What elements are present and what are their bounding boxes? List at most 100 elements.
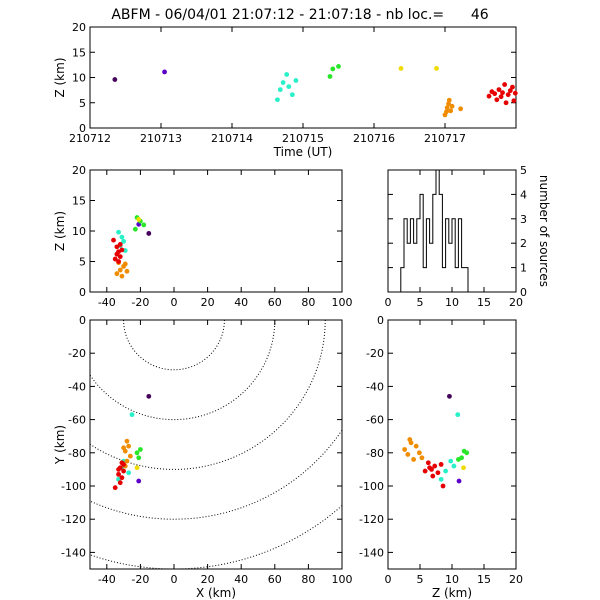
source-point-red xyxy=(116,259,121,264)
source-point-red xyxy=(492,91,498,97)
source-point-green xyxy=(336,63,341,69)
source-point-cyan xyxy=(448,458,454,464)
y-tick-label: 10 xyxy=(72,72,86,85)
source-point-violet xyxy=(162,69,167,75)
source-point-yellow xyxy=(398,66,404,71)
source-point-red xyxy=(111,237,116,243)
source-point-red xyxy=(422,468,428,474)
x-tick-label: 20 xyxy=(201,296,215,309)
source-point-red xyxy=(121,462,126,467)
y-tick-label: -140 xyxy=(61,546,86,559)
x-tick-label: 0 xyxy=(171,573,178,586)
x-tick-label: -40 xyxy=(98,296,116,309)
source-point-cyan xyxy=(455,412,461,418)
x-tick-label: 80 xyxy=(301,573,315,586)
y-tick-label: 3 xyxy=(520,213,527,226)
source-point-orange xyxy=(402,447,408,452)
y-tick-label: 2 xyxy=(520,237,527,250)
y-tick-label: 10 xyxy=(72,225,86,238)
x-height-panel: -40 -20 0 20 40 60 80 100 0 5 10 15 20 Z (km) xyxy=(53,164,353,309)
source-point-green xyxy=(327,74,333,79)
source-point-red xyxy=(496,87,502,93)
y-axis-label: number of sources xyxy=(537,175,551,287)
plot-frame xyxy=(387,319,517,570)
source-point-cyan xyxy=(121,238,126,244)
plan-view-panel: -40 -20 0 20 40 60 80 100 -140 -120 -100 -80 -60 -40 -… xyxy=(53,314,353,600)
source-point-orange xyxy=(413,443,419,449)
source-point-red xyxy=(112,485,118,491)
source-point-red xyxy=(512,90,518,96)
source-point-red xyxy=(114,251,120,257)
source-point-red xyxy=(502,82,508,87)
source-point-red xyxy=(486,93,492,99)
x-tick-label: 20 xyxy=(201,573,215,586)
source-point-purple xyxy=(112,77,118,82)
source-point-orange xyxy=(416,450,422,456)
source-point-orange xyxy=(126,443,132,449)
source-point-cyan xyxy=(126,470,132,476)
x-tick-label: 210713 xyxy=(140,132,182,145)
x-tick-label: 0 xyxy=(385,573,392,586)
source-point-cyan xyxy=(289,92,295,98)
x-tick-label: 80 xyxy=(301,296,315,309)
source-point-red xyxy=(119,247,125,253)
source-point-green xyxy=(134,450,140,456)
x-tick-label: 15 xyxy=(477,296,491,309)
source-point-violet xyxy=(136,478,142,484)
x-tick-label: 40 xyxy=(234,573,248,586)
source-point-red xyxy=(112,256,118,262)
y-tick-label: -140 xyxy=(359,546,384,559)
source-point-orange xyxy=(446,97,452,103)
y-tick-label: 0 xyxy=(79,122,86,135)
plot-frame xyxy=(89,319,343,570)
source-point-red xyxy=(507,88,513,94)
source-point-red xyxy=(505,92,511,98)
y-tick-label: -20 xyxy=(68,347,86,360)
y-tick-label: -40 xyxy=(366,380,384,393)
source-point-cyan xyxy=(293,78,299,83)
source-point-orange xyxy=(114,271,120,277)
source-point-green xyxy=(141,222,147,228)
y-tick-label: 0 xyxy=(377,314,384,327)
source-point-orange xyxy=(411,457,416,462)
source-point-orange xyxy=(449,103,455,109)
source-point-red xyxy=(116,467,121,472)
source-point-orange xyxy=(124,458,130,464)
x-axis-label: Time (UT) xyxy=(273,145,333,159)
x-tick-label: -20 xyxy=(131,296,149,309)
source-point-orange xyxy=(419,455,425,461)
source-point-red xyxy=(503,100,509,106)
x-tick-label: 10 xyxy=(445,296,459,309)
source-point-cyan xyxy=(277,87,283,93)
source-point-cyan xyxy=(284,72,290,77)
y-axis-label: Y (km) xyxy=(53,425,67,465)
y-tick-label: -100 xyxy=(359,480,384,493)
y-tick-label: -80 xyxy=(366,447,384,460)
x-tick-label: 0 xyxy=(385,296,392,309)
source-point-yellow xyxy=(434,66,439,71)
y-axis-label: Z (km) xyxy=(53,211,67,251)
source-point-violet xyxy=(456,478,462,484)
source-point-red xyxy=(427,465,432,471)
y-tick-label: -120 xyxy=(61,513,86,526)
y-tick-label: 5 xyxy=(79,256,86,269)
figure-title: ABFM - 06/04/01 21:07:12 - 21:07:18 - nb… xyxy=(111,7,488,23)
y-tick-label: 1 xyxy=(520,262,527,275)
y-tick-label: 20 xyxy=(72,164,86,177)
source-point-yellow xyxy=(136,217,142,222)
x-tick-label: 210715 xyxy=(282,132,324,145)
source-point-purple xyxy=(447,393,452,399)
x-tick-label: 100 xyxy=(332,296,353,309)
source-point-green xyxy=(138,447,143,452)
source-point-orange xyxy=(458,106,464,112)
source-point-cyan xyxy=(116,229,121,235)
source-point-orange xyxy=(122,261,128,267)
y-tick-label: 0 xyxy=(520,286,527,299)
source-point-red xyxy=(432,463,438,469)
source-point-cyan xyxy=(119,234,125,240)
x-tick-label: 210712 xyxy=(69,132,111,145)
source-point-orange xyxy=(444,109,449,115)
